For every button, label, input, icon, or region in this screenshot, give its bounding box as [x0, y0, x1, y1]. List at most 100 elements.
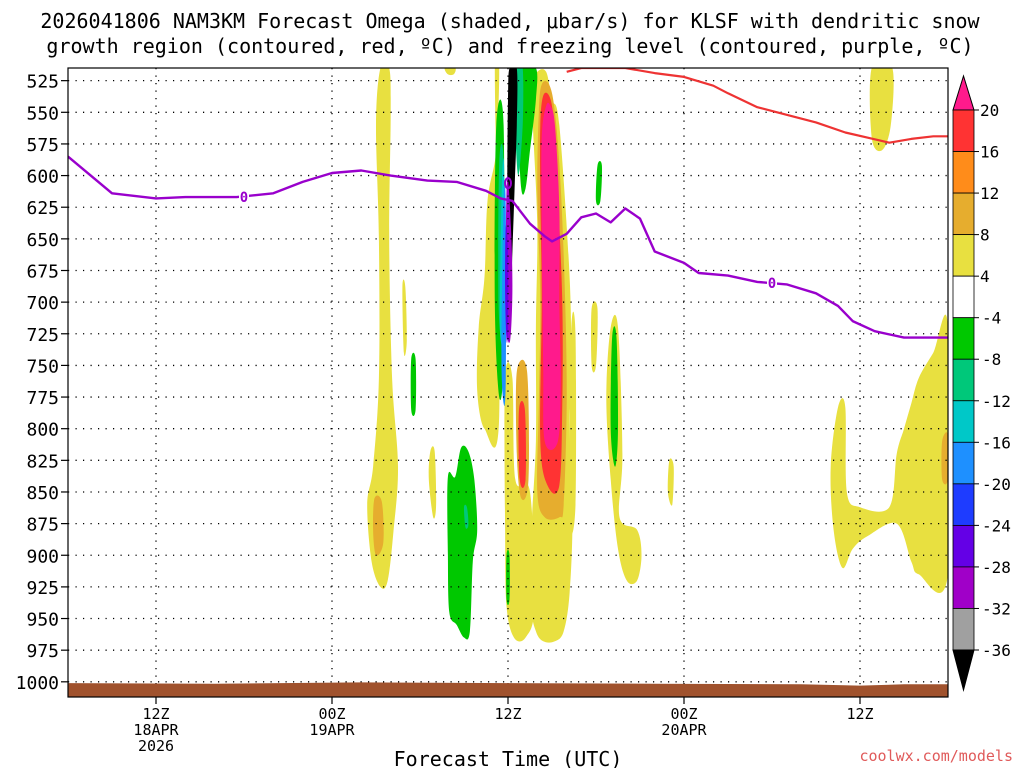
omega-shading [367, 68, 948, 643]
y-tick-label: 675 [26, 261, 59, 282]
x-tick-label: 12Z [846, 705, 873, 723]
y-tick-label: 575 [26, 135, 59, 156]
chart-title-line-1: 2026041806 NAM3KM Forecast Omega (shaded… [40, 9, 980, 33]
colorbar-swatch [952, 524, 975, 568]
y-tick-label: 975 [26, 641, 59, 662]
omega-region-30 [830, 314, 948, 593]
x-tick-label: 19APR [309, 721, 355, 739]
colorbar-label: -8 [982, 350, 1001, 369]
omega-region-0 [367, 68, 399, 589]
y-tick-label: 900 [26, 546, 59, 567]
contour-lines: 00 [68, 68, 948, 339]
y-tick-label: 700 [26, 293, 59, 314]
y-tick-label: 525 [26, 72, 59, 93]
omega-region-29 [869, 68, 894, 152]
x-tick-label: 12Z [494, 705, 521, 723]
y-tick-label: 600 [26, 167, 59, 188]
y-tick-label: 725 [26, 325, 59, 346]
omega-region-11 [518, 401, 527, 488]
y-tick-label: 750 [26, 356, 59, 377]
colorbar-swatch [952, 109, 975, 152]
omega-region-24 [595, 161, 603, 206]
colorbar-label: -36 [982, 641, 1011, 660]
x-tick-label: 12Z [142, 705, 169, 723]
omega-region-15 [501, 183, 507, 406]
colorbar-label: 4 [980, 267, 990, 286]
colorbar-swatch [952, 192, 975, 236]
y-tick-label: 825 [26, 451, 59, 472]
y-tick-label: 925 [26, 578, 59, 599]
colorbar-swatch [952, 234, 975, 277]
omega-region-20 [541, 102, 561, 451]
colorbar-label: -32 [982, 599, 1011, 618]
freezing-label-bg [239, 189, 249, 204]
colorbar-swatch [952, 566, 975, 609]
omega-region-6 [476, 68, 500, 448]
x-tick-label: 20APR [661, 721, 707, 739]
dgz-boundary-line [566, 68, 948, 144]
colorbar-bottom-arrow [952, 649, 975, 692]
x-tick-label: 00Z [318, 705, 345, 723]
colorbar-swatch [952, 441, 975, 485]
x-tick-label: 18APR [133, 721, 179, 739]
omega-region-1 [372, 495, 384, 556]
colorbar-label: 12 [980, 184, 999, 203]
y-axis: 525 550 575 600 625 650 675 700 725 750 775 800 825 8… [16, 72, 68, 694]
omega-region-27 [610, 326, 619, 467]
omega-region-16 [506, 549, 510, 606]
y-tick-label: 1000 [16, 673, 59, 694]
colorbar-label: -28 [982, 558, 1011, 577]
freezing-level-label: 0 [240, 190, 248, 206]
terrain-fill [68, 682, 948, 697]
colorbar-label: -12 [982, 392, 1011, 411]
colorbar-label: 16 [980, 143, 999, 162]
x-tick-label: 00Z [670, 705, 697, 723]
freezing-level-marker [504, 177, 512, 190]
y-tick-label: 850 [26, 483, 59, 504]
freezing-level-label: 0 [768, 276, 776, 292]
colorbar-swatch [952, 358, 975, 402]
colorbar-swatch [952, 317, 975, 360]
colorbar-top-arrow [952, 74, 975, 111]
y-tick-label: 625 [26, 198, 59, 219]
omega-core-violet [505, 224, 509, 343]
freezing-level-line [68, 155, 948, 339]
colorbar-swatch [952, 151, 975, 194]
colorbar-swatch [952, 400, 975, 443]
credit-text[interactable]: coolwx.com/models [859, 747, 1013, 765]
x-axis-label: Forecast Time (UTC) [394, 747, 623, 768]
y-tick-label: 800 [26, 420, 59, 441]
freezing-label-bg [767, 275, 777, 290]
y-tick-label: 775 [26, 388, 59, 409]
colorbar-swatch [952, 608, 975, 651]
omega-region-31 [941, 432, 948, 485]
terrain-area [68, 682, 948, 697]
y-tick-label: 875 [26, 515, 59, 536]
omega-region-23 [569, 311, 577, 534]
colorbar-swatch [952, 275, 975, 319]
omega-region-4 [428, 446, 437, 519]
y-tick-label: 550 [26, 103, 59, 124]
omega-region-9 [504, 362, 535, 642]
omega-region-25 [590, 301, 598, 373]
omega-region-5 [410, 352, 417, 416]
x-tick-label: 2026 [138, 737, 174, 755]
chart-title-line-2: growth region (contoured, red, ºC) and f… [46, 34, 973, 58]
omega-region-7 [447, 445, 478, 640]
colorbar-label: -20 [982, 475, 1011, 494]
colorbar: 20 16 12 8 4 -4 -8 -12 -16 -20 -24 -28 -32 -36 [952, 74, 1011, 692]
colorbar-label: 8 [980, 226, 990, 245]
colorbar-label: 20 [980, 101, 999, 120]
y-tick-label: 650 [26, 230, 59, 251]
omega-region-2 [444, 68, 456, 76]
y-tick-label: 950 [26, 610, 59, 631]
omega-region-28 [667, 458, 674, 506]
colorbar-label: -4 [982, 309, 1001, 328]
omega-region-8 [463, 504, 469, 529]
omega-region-3 [402, 279, 407, 357]
colorbar-label: -24 [982, 516, 1011, 535]
colorbar-swatch [952, 483, 975, 526]
colorbar-label: -16 [982, 433, 1011, 452]
